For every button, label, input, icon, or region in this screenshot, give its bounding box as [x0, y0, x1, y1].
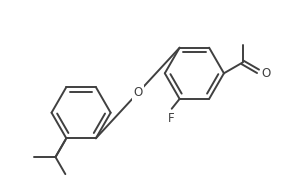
Text: O: O [261, 67, 270, 80]
Text: O: O [133, 87, 142, 100]
Text: F: F [167, 112, 174, 125]
